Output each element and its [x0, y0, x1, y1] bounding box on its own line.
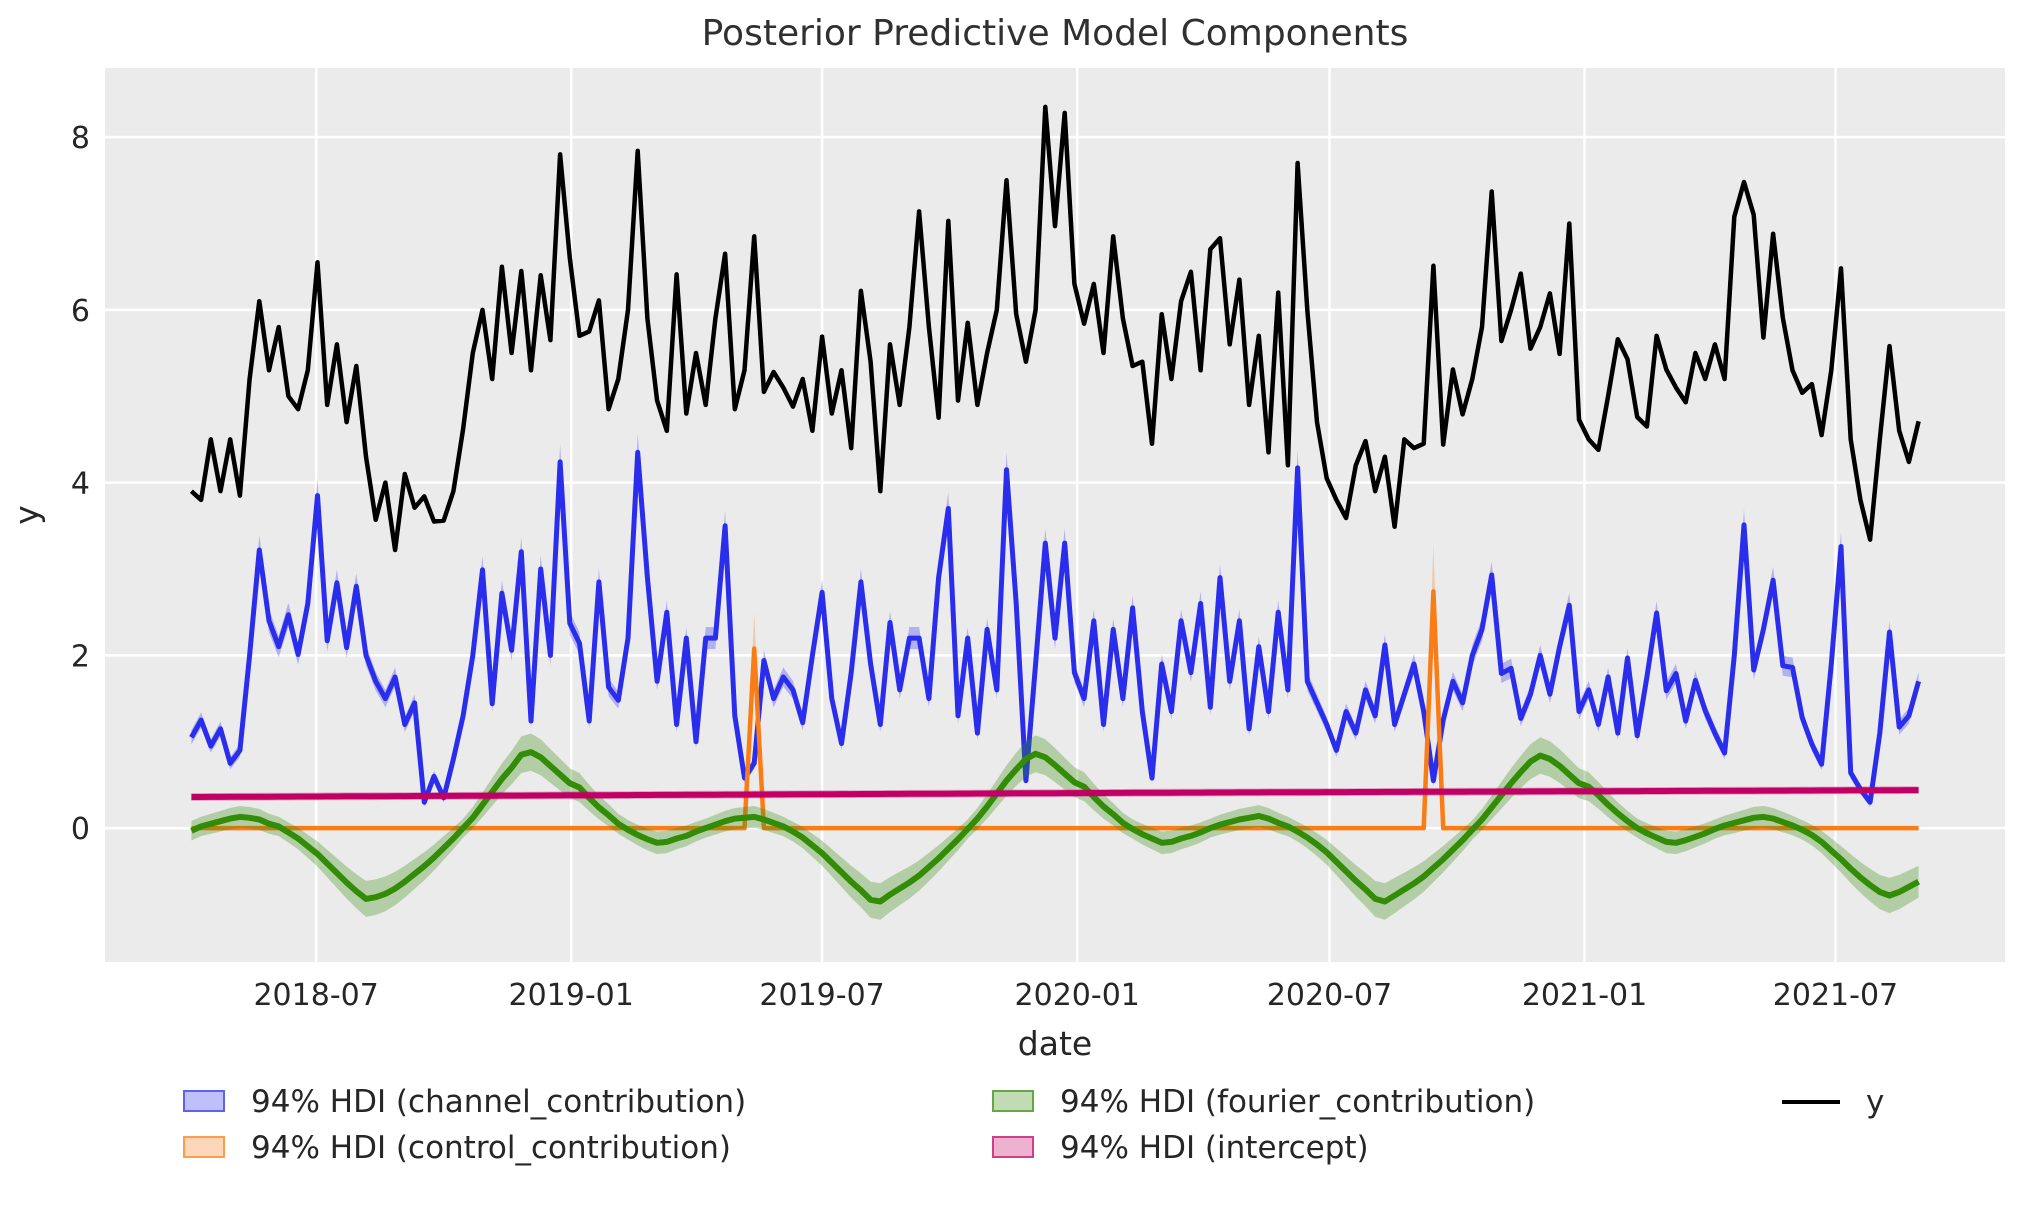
- chart-title: Posterior Predictive Model Components: [702, 13, 1409, 54]
- y-tick-label: 4: [71, 467, 90, 502]
- series-layer: [189, 104, 1922, 920]
- legend-label-intercept: 94% HDI (intercept): [1060, 1130, 1369, 1166]
- y-tick-label: 8: [71, 121, 90, 156]
- legend-item-control: 94% HDI (control_contribution): [183, 1130, 731, 1166]
- y-axis-label: y: [7, 505, 46, 525]
- legend-item-channel: 94% HDI (channel_contribution): [183, 1084, 746, 1120]
- x-tick-label: 2019-01: [508, 978, 633, 1013]
- y-line-swatch: [1782, 1100, 1840, 1104]
- intercept-hdi-swatch: [992, 1136, 1034, 1158]
- y-observed-line: [189, 104, 1921, 553]
- y-tick-label: 2: [71, 639, 90, 674]
- x-tick-label: 2020-01: [1015, 978, 1140, 1013]
- y-tick-label: 6: [71, 294, 90, 329]
- fourier-hdi-swatch: [992, 1090, 1034, 1112]
- x-tick-label: 2020-07: [1267, 978, 1392, 1013]
- channel_contribution-mean-line: [189, 449, 1922, 805]
- gridlines: [105, 68, 2005, 962]
- legend-label-fourier: 94% HDI (fourier_contribution): [1060, 1084, 1536, 1120]
- fourier_contribution-mean-line: [190, 749, 1921, 905]
- legend-label-channel: 94% HDI (channel_contribution): [251, 1084, 747, 1120]
- legend-item-y: y: [1782, 1084, 1884, 1120]
- control_contribution-mean-line: [191, 589, 1919, 831]
- control-hdi-swatch: [183, 1136, 225, 1158]
- x-tick-label: 2018-07: [253, 978, 378, 1013]
- x-tick-label: 2021-07: [1773, 978, 1898, 1013]
- legend-item-fourier: 94% HDI (fourier_contribution): [992, 1084, 1535, 1120]
- x-tick-label: 2021-01: [1522, 978, 1647, 1013]
- legend-item-intercept: 94% HDI (intercept): [992, 1130, 1369, 1166]
- tick-labels: 0 2 4 6 8 2018-07 2019-01 2019-07 2020-01 2020-07…: [71, 121, 1898, 1013]
- legend-label-control: 94% HDI (control_contribution): [251, 1130, 731, 1166]
- channel-hdi-swatch: [183, 1090, 225, 1112]
- legend-label-y: y: [1866, 1084, 1885, 1120]
- x-axis-label: date: [1018, 1024, 1092, 1063]
- y-tick-label: 0: [71, 812, 90, 847]
- intercept-mean-line: [191, 787, 1919, 800]
- x-tick-label: 2019-07: [759, 978, 884, 1013]
